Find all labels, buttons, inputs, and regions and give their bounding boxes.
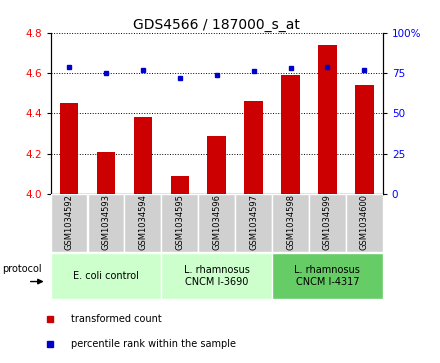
Text: GSM1034593: GSM1034593 (102, 194, 110, 250)
Bar (60, 103, 78, 194)
Text: GSM1034597: GSM1034597 (249, 194, 258, 250)
Bar (355, 85, 374, 194)
FancyBboxPatch shape (309, 194, 346, 252)
Title: GDS4566 / 187000_s_at: GDS4566 / 187000_s_at (133, 18, 300, 32)
Bar (134, 118, 152, 194)
FancyBboxPatch shape (235, 194, 272, 252)
FancyBboxPatch shape (272, 194, 309, 252)
FancyBboxPatch shape (88, 194, 125, 252)
Bar (318, 45, 337, 194)
Text: GSM1034596: GSM1034596 (212, 194, 221, 250)
Text: L. rhamnosus
CNCM I-3690: L. rhamnosus CNCM I-3690 (184, 265, 249, 287)
Bar (244, 101, 263, 194)
Text: L. rhamnosus
CNCM I-4317: L. rhamnosus CNCM I-4317 (294, 265, 360, 287)
Bar (208, 136, 226, 194)
Text: GSM1034594: GSM1034594 (138, 194, 147, 250)
Bar (281, 75, 300, 194)
Text: percentile rank within the sample: percentile rank within the sample (70, 339, 235, 348)
FancyBboxPatch shape (51, 194, 88, 252)
FancyBboxPatch shape (198, 194, 235, 252)
FancyBboxPatch shape (346, 194, 383, 252)
Bar (97, 152, 115, 194)
Text: GSM1034592: GSM1034592 (65, 194, 73, 250)
FancyBboxPatch shape (125, 194, 161, 252)
FancyBboxPatch shape (51, 253, 161, 298)
Text: transformed count: transformed count (70, 314, 161, 324)
FancyBboxPatch shape (161, 194, 198, 252)
Text: GSM1034598: GSM1034598 (286, 194, 295, 250)
Text: protocol: protocol (3, 264, 42, 274)
Bar (171, 176, 189, 194)
Text: GSM1034595: GSM1034595 (175, 194, 184, 250)
Text: GSM1034599: GSM1034599 (323, 194, 332, 250)
Text: GSM1034600: GSM1034600 (360, 194, 369, 250)
FancyBboxPatch shape (161, 253, 272, 298)
Text: E. coli control: E. coli control (73, 271, 139, 281)
FancyBboxPatch shape (272, 253, 383, 298)
